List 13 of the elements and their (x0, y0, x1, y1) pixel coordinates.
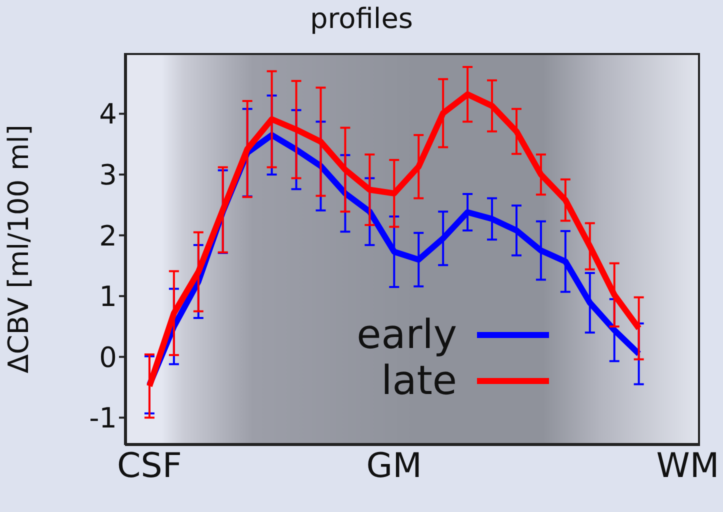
y-tick-label: -1 (89, 402, 117, 435)
y-tick-label: 1 (99, 280, 117, 314)
y-axis-title: ΔCBV [ml/100 ml] (2, 124, 35, 374)
x-tick-label: GM (366, 446, 422, 486)
y-tick-label: 3 (99, 158, 117, 192)
legend-label: late (381, 358, 457, 404)
chart-title: profiles (308, 2, 414, 35)
x-tick-label: WM (656, 446, 720, 486)
y-tick-label: 4 (99, 98, 117, 131)
x-tick-label: CSF (117, 446, 182, 486)
y-tick-label: 0 (99, 340, 117, 374)
legend-label: early (356, 312, 457, 358)
y-tick-label: 2 (99, 219, 117, 252)
